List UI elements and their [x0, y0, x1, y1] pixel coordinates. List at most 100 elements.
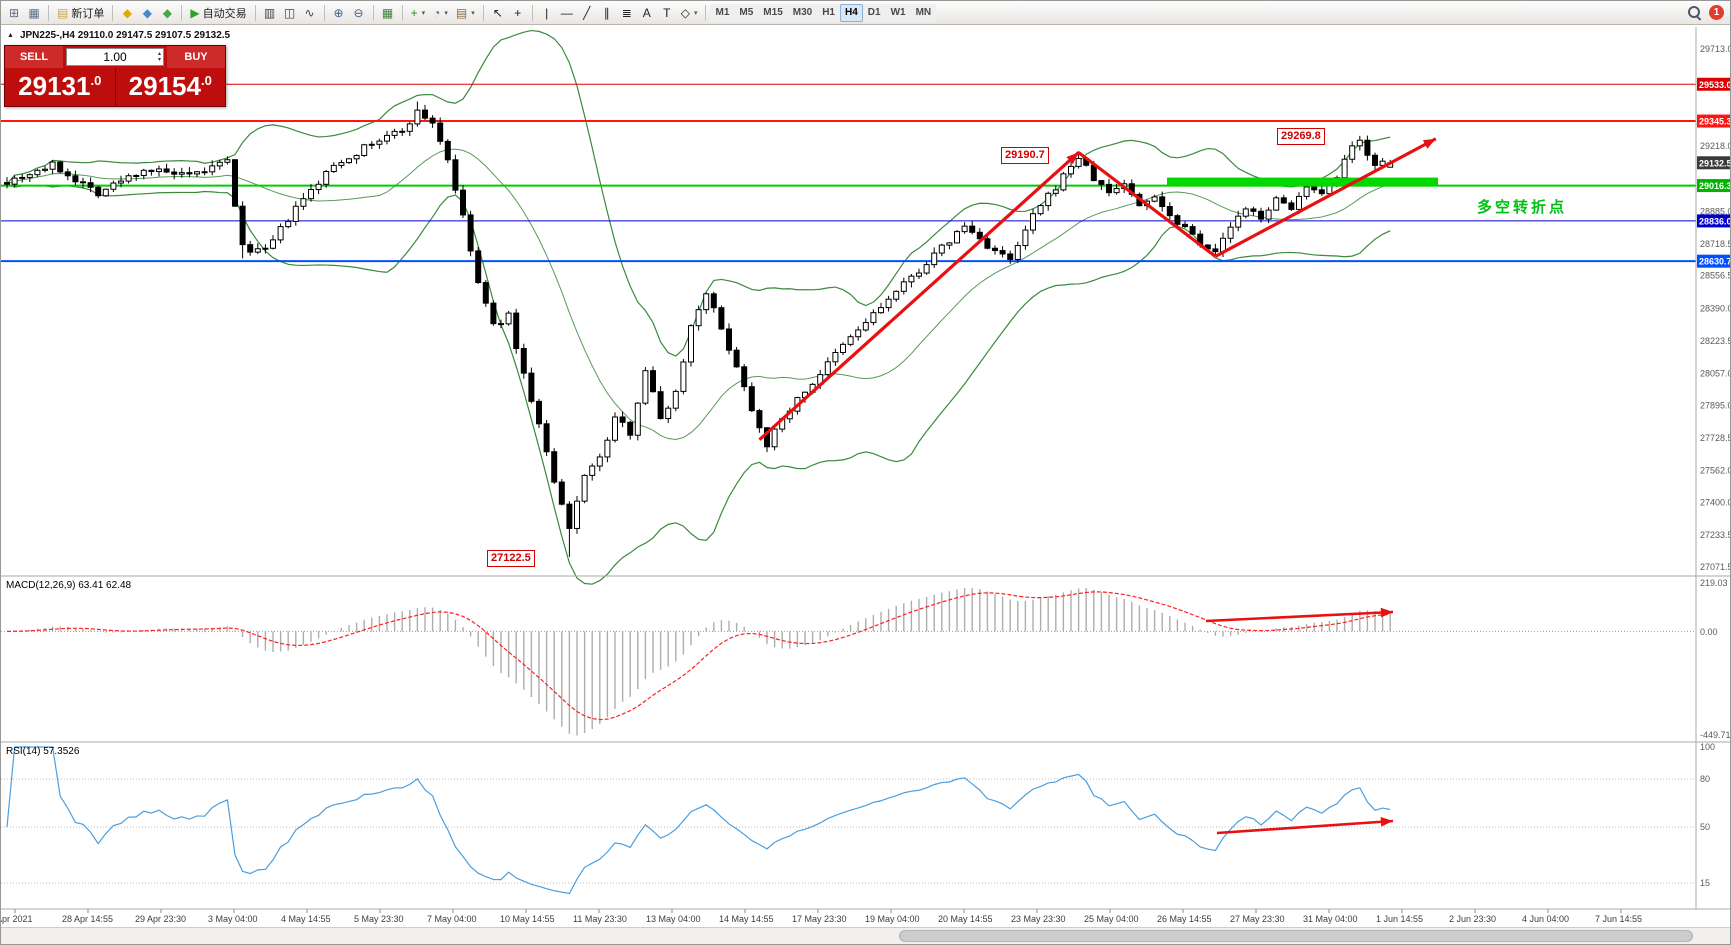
new-chart-button[interactable]: ⊞: [4, 3, 24, 23]
collapse-triangle-icon[interactable]: ▲: [7, 32, 14, 39]
new-order-button[interactable]: ▤ 新订单: [53, 3, 108, 23]
timeframe-m1-button[interactable]: M1: [710, 3, 735, 22]
sell-price[interactable]: 29131 .0: [5, 68, 116, 106]
svg-text:0.00: 0.00: [1700, 627, 1718, 637]
timeframe-h1-button[interactable]: H1: [817, 3, 840, 22]
bar-chart-mode-icon: ▥: [263, 5, 276, 20]
shapes-tool-button[interactable]: ◇ ▾: [677, 3, 702, 23]
timeframe-d1-button[interactable]: D1: [862, 3, 886, 22]
sell-price-frac: .0: [90, 73, 102, 88]
channel-tool-button[interactable]: ∥: [597, 3, 617, 23]
annotation-swing-low[interactable]: 27122.5: [487, 550, 535, 567]
bar-chart-mode-button[interactable]: ▥: [260, 3, 280, 23]
notification-badge[interactable]: 1: [1709, 5, 1724, 20]
buy-price-frac: .0: [200, 73, 212, 88]
svg-text:29132.5: 29132.5: [1699, 158, 1731, 168]
zoom-in-button[interactable]: ⊕: [329, 3, 349, 23]
chart-profiles-button[interactable]: ▦: [24, 3, 44, 23]
buy-price[interactable]: 29154 .0: [116, 68, 226, 106]
svg-text:26 May 14:55: 26 May 14:55: [1157, 914, 1212, 924]
scrollbar-thumb[interactable]: [899, 930, 1693, 942]
pullback-line[interactable]: [1077, 151, 1217, 258]
svg-text:27728.5: 27728.5: [1700, 433, 1731, 443]
svg-text:23 May 23:30: 23 May 23:30: [1011, 914, 1066, 924]
zoom-in-icon: ⊕: [333, 5, 344, 20]
period-menu-button[interactable]: ◔ ▾: [429, 3, 452, 23]
vertical-line-tool-button[interactable]: |: [537, 3, 557, 23]
svg-text:28836.0: 28836.0: [1699, 216, 1731, 226]
volume-decrease-button[interactable]: ▾: [157, 57, 161, 63]
timeframe-mn-button[interactable]: MN: [910, 3, 937, 22]
svg-text:27071.5: 27071.5: [1700, 562, 1731, 572]
rsi-label: RSI(14) 57.3526: [6, 746, 80, 757]
svg-text:2 Jun 23:30: 2 Jun 23:30: [1449, 914, 1496, 924]
label-tool-icon: T: [663, 5, 671, 20]
zoom-out-button[interactable]: ⊖: [349, 3, 369, 23]
annotation-pivot-note[interactable]: 多空转折点: [1477, 199, 1568, 216]
macd-trend-arrow[interactable]: [1205, 607, 1394, 623]
data-refresh-button[interactable]: ◆: [157, 3, 177, 23]
cursor-tool-icon: ↖: [492, 5, 503, 20]
timeframe-m5-button[interactable]: M5: [734, 3, 759, 22]
candlestick-mode-button[interactable]: ◫: [280, 3, 300, 23]
svg-text:28885.0: 28885.0: [1700, 206, 1731, 216]
template-menu-caret-icon: ▾: [471, 9, 475, 17]
cursor-tool-button[interactable]: ↖: [488, 3, 508, 23]
toolbar-separator: [48, 4, 49, 21]
shapes-tool-caret-icon: ▾: [693, 9, 698, 17]
label-tool-button[interactable]: T: [657, 3, 677, 23]
auto-trading-label: 自动交易: [202, 7, 247, 20]
volume-field[interactable]: 1.00 ▴ ▾: [66, 48, 164, 66]
pivot-zone-rect[interactable]: [1167, 177, 1438, 187]
timeframe-m15-button[interactable]: M15: [758, 3, 788, 22]
svg-text:7 Jun 14:55: 7 Jun 14:55: [1595, 914, 1642, 924]
rsi-trend-arrow[interactable]: [1216, 817, 1394, 835]
annotation-swing-high-1[interactable]: 29190.7: [1001, 147, 1049, 164]
chart-profiles-icon: ▦: [28, 5, 40, 20]
toolbar-separator: [112, 4, 114, 21]
community-button[interactable]: ◆: [137, 3, 157, 23]
candlestick-mode-icon: ◫: [283, 5, 296, 20]
volume-increase-button[interactable]: ▴: [157, 51, 161, 57]
horizontal-line-tool-button[interactable]: —: [557, 3, 577, 23]
trend-line-tool-button[interactable]: ╱: [577, 3, 597, 23]
new-chart-icon: ⊞: [8, 5, 20, 20]
auto-trading-button[interactable]: ▶ 自动交易: [186, 3, 250, 23]
toolbar-separator: [482, 4, 484, 21]
svg-text:100: 100: [1700, 742, 1715, 752]
breakout-arrow[interactable]: [1214, 137, 1437, 258]
zoom-out-icon: ⊖: [353, 5, 364, 20]
chart-objects[interactable]: [758, 137, 1438, 441]
svg-text:29 Apr 23:30: 29 Apr 23:30: [135, 914, 186, 924]
svg-text:13 May 04:00: 13 May 04:00: [646, 914, 701, 924]
template-menu-button[interactable]: ▤ ▾: [452, 3, 479, 23]
macd-label: MACD(12,26,9) 63.41 62.48: [6, 580, 132, 591]
quotes-button[interactable]: ◆: [117, 3, 137, 23]
annotation-swing-high-2[interactable]: 29269.8: [1277, 128, 1325, 145]
new-order-icon: ▤: [57, 5, 69, 20]
toolbar-separator: [323, 4, 325, 21]
svg-text:28630.7: 28630.7: [1699, 257, 1731, 267]
buy-button[interactable]: BUY: [167, 46, 225, 68]
text-tool-button[interactable]: A: [637, 3, 657, 23]
line-chart-mode-button[interactable]: ∿: [300, 3, 320, 23]
sell-button[interactable]: SELL: [5, 46, 63, 68]
timeframe-m30-button[interactable]: M30: [787, 3, 818, 22]
timeframe-w1-button[interactable]: W1: [885, 3, 911, 22]
crosshair-tool-button[interactable]: +: [508, 3, 528, 23]
fibonacci-tool-button[interactable]: ≣: [617, 3, 637, 23]
svg-text:1 Jun 14:55: 1 Jun 14:55: [1376, 914, 1423, 924]
toolbar-separator: [401, 4, 403, 21]
svg-text:11 May 23:30: 11 May 23:30: [573, 914, 627, 924]
timeframe-h4-button[interactable]: H4: [840, 3, 863, 22]
svg-text:3 May 04:00: 3 May 04:00: [208, 914, 258, 924]
svg-text:20 May 14:55: 20 May 14:55: [938, 914, 993, 924]
line-chart-mode-icon: ∿: [304, 5, 315, 20]
rally-arrow[interactable]: [758, 151, 1080, 441]
tile-windows-button[interactable]: ▦: [378, 3, 398, 23]
search-button[interactable]: [1683, 3, 1706, 23]
add-indicator-button[interactable]: + ▾: [407, 3, 430, 23]
horizontal-line-tool-icon: —: [560, 5, 573, 20]
auto-trading-icon: ▶: [190, 5, 200, 20]
